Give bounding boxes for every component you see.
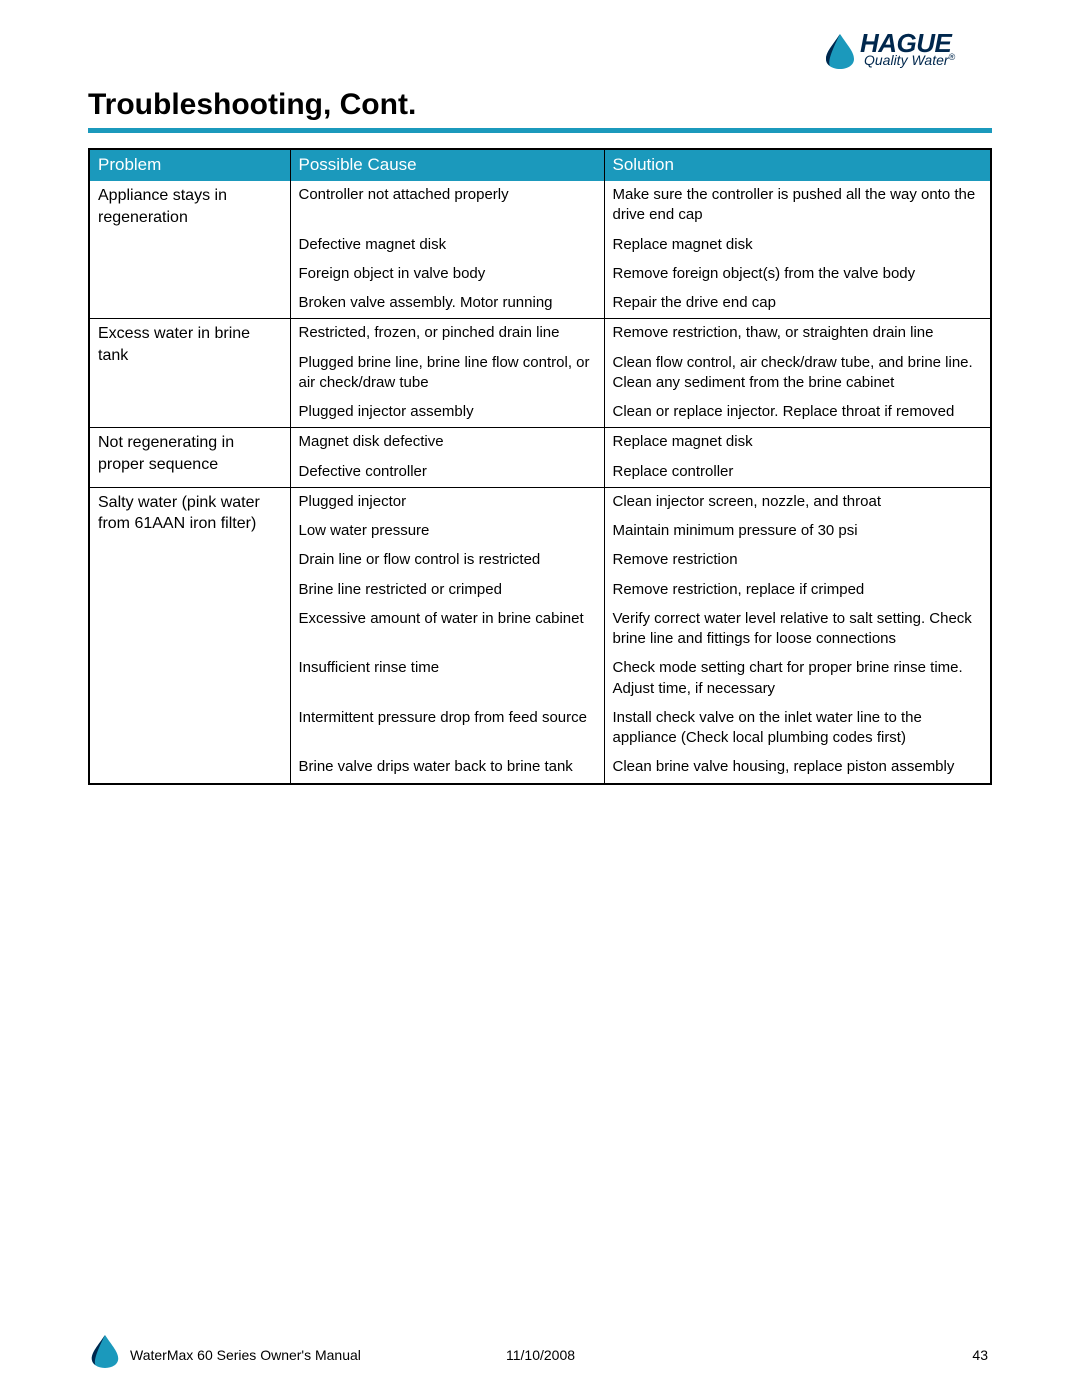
solution-cell: Make sure the controller is pushed all t…	[604, 181, 990, 231]
solution-cell: Verify correct water level relative to s…	[604, 605, 990, 655]
solution-cell: Remove restriction, thaw, or straighten …	[604, 319, 990, 349]
heading-rule	[88, 128, 992, 133]
cause-cell: Foreign object in valve body	[290, 260, 604, 289]
table-row: Excess water in brine tankRestricted, fr…	[90, 319, 990, 349]
cause-cell: Defective magnet disk	[290, 231, 604, 260]
table-row: Salty water (pink water from 61AAN iron …	[90, 487, 990, 517]
page-heading: Troubleshooting, Cont.	[88, 88, 416, 122]
cause-cell: Broken valve assembly. Motor running	[290, 289, 604, 319]
cause-cell: Insufficient rinse time	[290, 654, 604, 704]
cause-cell: Restricted, frozen, or pinched drain lin…	[290, 319, 604, 349]
solution-cell: Replace magnet disk	[604, 428, 990, 458]
cause-cell: Drain line or flow control is restricted	[290, 546, 604, 575]
page-footer: WaterMax 60 Series Owner's Manual 11/10/…	[88, 1329, 992, 1369]
table-row: Appliance stays in regenerationControlle…	[90, 181, 990, 231]
cause-cell: Controller not attached properly	[290, 181, 604, 231]
solution-cell: Remove restriction, replace if crimped	[604, 576, 990, 605]
cause-cell: Low water pressure	[290, 517, 604, 546]
solution-cell: Clean brine valve housing, replace pisto…	[604, 753, 990, 782]
table-header-row: Problem Possible Cause Solution	[90, 150, 990, 181]
cause-cell: Plugged brine line, brine line flow cont…	[290, 349, 604, 399]
solution-cell: Clean or replace injector. Replace throa…	[604, 398, 990, 428]
problem-cell: Not regenerating in proper sequence	[90, 428, 290, 488]
problem-cell: Appliance stays in regeneration	[90, 181, 290, 319]
solution-cell: Install check valve on the inlet water l…	[604, 704, 990, 754]
problem-cell: Salty water (pink water from 61AAN iron …	[90, 487, 290, 782]
footer-manual-name: WaterMax 60 Series Owner's Manual	[130, 1347, 361, 1363]
cause-cell: Intermittent pressure drop from feed sou…	[290, 704, 604, 754]
col-problem: Problem	[90, 150, 290, 181]
solution-cell: Replace magnet disk	[604, 231, 990, 260]
logo-sub-text: Quality Water®	[864, 52, 955, 68]
troubleshooting-table: Problem Possible Cause Solution Applianc…	[88, 148, 992, 785]
solution-cell: Check mode setting chart for proper brin…	[604, 654, 990, 704]
problem-cell: Excess water in brine tank	[90, 319, 290, 428]
brand-logo: HAGUE Quality Water®	[822, 30, 992, 72]
cause-cell: Defective controller	[290, 458, 604, 488]
footer-page-number: 43	[972, 1347, 988, 1363]
solution-cell: Remove foreign object(s) from the valve …	[604, 260, 990, 289]
cause-cell: Plugged injector	[290, 487, 604, 517]
solution-cell: Remove restriction	[604, 546, 990, 575]
cause-cell: Excessive amount of water in brine cabin…	[290, 605, 604, 655]
footer-date: 11/10/2008	[506, 1347, 575, 1363]
col-cause: Possible Cause	[290, 150, 604, 181]
water-drop-icon	[88, 1333, 122, 1369]
cause-cell: Plugged injector assembly	[290, 398, 604, 428]
cause-cell: Brine valve drips water back to brine ta…	[290, 753, 604, 782]
solution-cell: Replace controller	[604, 458, 990, 488]
solution-cell: Maintain minimum pressure of 30 psi	[604, 517, 990, 546]
cause-cell: Brine line restricted or crimped	[290, 576, 604, 605]
water-drop-icon	[822, 32, 858, 70]
cause-cell: Magnet disk defective	[290, 428, 604, 458]
table-row: Not regenerating in proper sequenceMagne…	[90, 428, 990, 458]
solution-cell: Clean injector screen, nozzle, and throa…	[604, 487, 990, 517]
solution-cell: Clean flow control, air check/draw tube,…	[604, 349, 990, 399]
col-solution: Solution	[604, 150, 990, 181]
solution-cell: Repair the drive end cap	[604, 289, 990, 319]
